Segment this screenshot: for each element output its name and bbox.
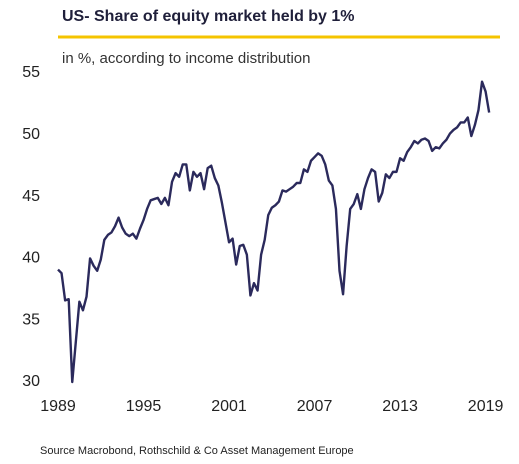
- x-tick-label: 2013: [382, 398, 418, 415]
- y-tick-label: 35: [22, 311, 40, 328]
- source-note: Source Macrobond, Rothschild & Co Asset …: [40, 445, 354, 457]
- y-tick-label: 55: [22, 64, 40, 81]
- x-tick-label: 2001: [211, 398, 247, 415]
- chart-subtitle: in %, according to income distribution: [62, 50, 310, 67]
- x-tick-label: 2007: [297, 398, 333, 415]
- x-tick-label: 1989: [40, 398, 76, 415]
- chart-title: US- Share of equity market held by 1%: [62, 8, 355, 25]
- y-tick-label: 40: [22, 250, 40, 267]
- data-line: [57, 80, 491, 384]
- y-tick-label: 30: [22, 373, 40, 390]
- y-tick-label: 50: [22, 126, 40, 143]
- y-tick-label: 45: [22, 188, 40, 205]
- x-tick-label: 1995: [126, 398, 162, 415]
- x-tick-label: 2019: [468, 398, 504, 415]
